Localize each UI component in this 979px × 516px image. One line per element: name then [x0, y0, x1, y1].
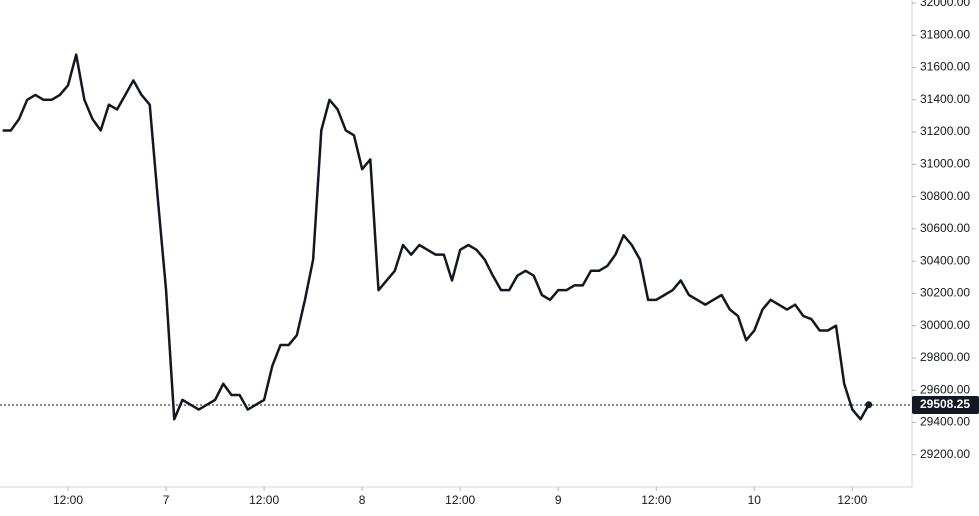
y-tick-label: 30200.00	[920, 286, 970, 300]
y-tick-label: 30600.00	[920, 221, 970, 235]
x-tick-label: 7	[163, 493, 170, 507]
x-tick-label: 8	[359, 493, 366, 507]
y-tick-label: 30400.00	[920, 253, 970, 267]
x-tick-label: 12:00	[249, 493, 279, 507]
x-tick-label: 12:00	[837, 493, 867, 507]
y-tick-label: 32000.00	[920, 0, 970, 9]
x-tick-label: 12:00	[53, 493, 83, 507]
y-tick-label: 30000.00	[920, 318, 970, 332]
y-tick-label: 30800.00	[920, 189, 970, 203]
last-point	[865, 401, 873, 409]
x-tick-label: 12:00	[445, 493, 475, 507]
price-line	[2, 53, 870, 421]
x-tick-label: 12:00	[641, 493, 671, 507]
y-tick-label: 31800.00	[920, 27, 970, 41]
y-tick-label: 29600.00	[920, 382, 970, 396]
y-tick-label: 31200.00	[920, 124, 970, 138]
y-tick-label: 31400.00	[920, 92, 970, 106]
y-tick-label: 31000.00	[920, 157, 970, 171]
y-tick-label: 29800.00	[920, 350, 970, 364]
y-tick-label: 29200.00	[920, 447, 970, 461]
last-price-box	[912, 396, 979, 415]
y-tick-label: 31600.00	[920, 60, 970, 74]
x-tick-label: 10	[748, 493, 762, 507]
y-tick-label: 29400.00	[920, 415, 970, 429]
x-tick-label: 9	[555, 493, 562, 507]
last-price-label: 29508.25	[920, 397, 970, 411]
